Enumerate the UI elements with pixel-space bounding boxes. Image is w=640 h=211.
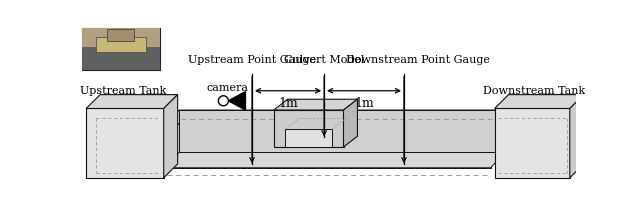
Bar: [95, 37, 146, 52]
Polygon shape: [495, 108, 570, 178]
Polygon shape: [165, 110, 505, 124]
Polygon shape: [164, 95, 178, 178]
Polygon shape: [344, 99, 358, 147]
Polygon shape: [86, 108, 164, 178]
Text: Upstream Point Gauge: Upstream Point Gauge: [188, 55, 316, 65]
Text: 1m: 1m: [354, 97, 374, 110]
Text: Downstream Point Gauge: Downstream Point Gauge: [346, 55, 490, 65]
Polygon shape: [570, 95, 584, 178]
Text: Upstream Tank: Upstream Tank: [80, 86, 166, 96]
Polygon shape: [179, 110, 505, 152]
Polygon shape: [274, 99, 358, 110]
Polygon shape: [165, 124, 491, 168]
Polygon shape: [285, 129, 332, 147]
Text: Culvert Model: Culvert Model: [284, 55, 364, 65]
Circle shape: [218, 96, 228, 106]
Polygon shape: [228, 92, 246, 110]
Text: 1m: 1m: [278, 97, 298, 110]
Polygon shape: [86, 95, 178, 108]
Text: Downstream Tank: Downstream Tank: [483, 86, 585, 96]
Bar: [83, 28, 160, 47]
Bar: [83, 47, 160, 70]
Polygon shape: [495, 95, 584, 108]
Bar: [83, 28, 160, 70]
Polygon shape: [274, 110, 344, 147]
Text: camera: camera: [206, 83, 248, 93]
Polygon shape: [165, 152, 505, 168]
Bar: [107, 29, 134, 41]
